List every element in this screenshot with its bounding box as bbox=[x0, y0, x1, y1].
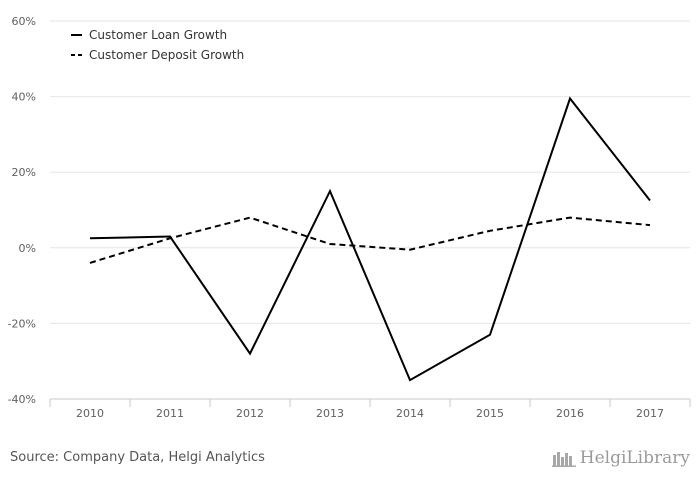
y-tick-label: -20% bbox=[8, 317, 36, 330]
series-line-1 bbox=[89, 96, 651, 382]
y-tick-label: 0% bbox=[19, 242, 36, 255]
x-tick-label: 2011 bbox=[156, 407, 184, 420]
series-line-2 bbox=[89, 216, 651, 264]
y-tick-label: -40% bbox=[8, 393, 36, 406]
y-tick-label: 20% bbox=[12, 166, 36, 179]
legend: Customer Loan Growth Customer Deposit Gro… bbox=[71, 28, 244, 62]
x-tick-label: 2014 bbox=[396, 407, 424, 420]
axis-layer: -40% -20% 0% 20% 40% 60% 2010 2011 2012 2013 2014 2… bbox=[8, 15, 691, 420]
x-tick-label: 2012 bbox=[236, 407, 264, 420]
series-layer bbox=[89, 96, 651, 382]
x-tick-label: 2015 bbox=[476, 407, 504, 420]
brand-logo: HelgiLibrary bbox=[551, 448, 690, 468]
brand-name: HelgiLibrary bbox=[579, 448, 690, 468]
x-tick-label: 2017 bbox=[636, 407, 664, 420]
x-tick-label: 2016 bbox=[556, 407, 584, 420]
x-tick-label: 2013 bbox=[316, 407, 344, 420]
legend-label: Customer Loan Growth bbox=[89, 28, 227, 42]
grid-layer bbox=[50, 20, 690, 324]
y-tick-label: 40% bbox=[12, 91, 36, 104]
x-tick-label: 2010 bbox=[76, 407, 104, 420]
source-note: Source: Company Data, Helgi Analytics bbox=[10, 450, 265, 465]
library-icon bbox=[551, 452, 576, 467]
legend-label: Customer Deposit Growth bbox=[89, 48, 244, 62]
y-tick-label: 60% bbox=[12, 15, 36, 28]
